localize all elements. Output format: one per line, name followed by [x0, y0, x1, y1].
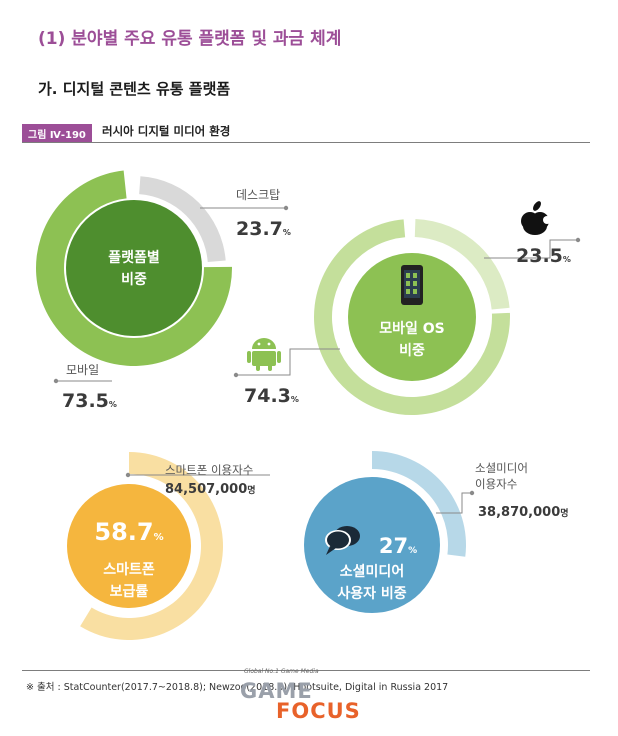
desktop-value: 23.7%: [236, 218, 291, 240]
smartphone-app: [413, 289, 417, 294]
smartphone-app: [413, 273, 417, 278]
figure-divider: [22, 142, 590, 143]
social-leader-dot: [469, 490, 475, 496]
android-body: [252, 351, 276, 366]
android-value: 74.3%: [244, 385, 299, 407]
android-icon: [247, 338, 281, 371]
logo-game: GAME: [240, 679, 313, 703]
desktop-leader-dot: [283, 205, 289, 211]
chat-bubble-front: [327, 531, 349, 549]
smartphone-annotation-value: 84,507,000명: [165, 482, 256, 497]
social-annotation-label-1: 소셜미디어: [475, 461, 528, 475]
desktop-value-unit: %: [283, 228, 291, 237]
section-title: (1) 분야별 주요 유통 플랫폼 및 과금 체계: [38, 29, 342, 49]
smartphone-ring: [80, 452, 223, 640]
ios-leader-dot: [575, 237, 581, 243]
os-center-title-2: 비중: [399, 343, 425, 359]
social-ring: [372, 451, 467, 557]
mobile-label: 모바일: [66, 363, 99, 377]
social-title-2: 사용자 비중: [337, 586, 406, 602]
android-leader-dot: [233, 372, 239, 378]
smartphone-annotation-label: 스마트폰 이용자수: [165, 463, 253, 477]
sub-title: 가. 디지털 콘텐츠 유통 플랫폼: [38, 80, 231, 98]
smartphone-value: 58.7%: [94, 518, 163, 546]
smartphone-annotation-unit: 명: [247, 484, 255, 496]
apple-body-bottom: [523, 217, 547, 235]
smartphone-app: [406, 289, 410, 294]
social-annotation-unit: 명: [560, 507, 568, 519]
social-annotation-value: 38,870,000명: [478, 505, 569, 520]
mobile-leader-dot: [53, 378, 59, 384]
android-value-unit: %: [291, 395, 299, 404]
smartphone-title-2: 보급률: [110, 583, 149, 600]
smartphone-center: [67, 484, 191, 608]
desktop-slice: [139, 176, 226, 262]
chat-bubble-tail: [326, 546, 336, 555]
smartphone-app: [406, 281, 410, 286]
smartphone-value-unit: %: [154, 532, 164, 543]
mobile-value-unit: %: [109, 400, 117, 409]
footer-divider: [22, 670, 590, 671]
platform-center-title-1: 플랫폼별: [108, 249, 160, 266]
os-center: [348, 253, 476, 381]
social-center: [304, 477, 440, 613]
apple-bite: [543, 216, 551, 224]
smartphone-icon: [401, 265, 423, 305]
ios-leader: [484, 239, 578, 259]
android-arm-right: [277, 351, 281, 363]
logo-focus: FOCUS: [276, 699, 361, 723]
social-leader: [436, 492, 472, 514]
android-leader: [236, 348, 340, 376]
mobile-value: 73.5%: [62, 390, 117, 412]
chat-bubbles-icon: [325, 526, 360, 555]
os-center-title-1: 모바일 OS: [379, 321, 445, 337]
platform-center-title-2: 비중: [121, 272, 147, 288]
smartphone-app: [413, 281, 417, 286]
smartphone-app: [406, 273, 410, 278]
ios-value: 23.5%: [516, 245, 571, 267]
smartphone-leader-dot: [125, 472, 131, 478]
android-leg-left: [256, 364, 260, 371]
android-eye-left: [257, 342, 261, 346]
desktop-label: 데스크탑: [236, 188, 280, 202]
android-eye-right: [267, 342, 271, 346]
social-annotation-label-2: 이용자수: [475, 477, 517, 491]
logo-tagline: Global No.1 Game Media: [244, 668, 319, 675]
social-value-unit: %: [408, 546, 417, 556]
apple-icon: [521, 201, 551, 235]
figure-title: 러시아 디지털 미디어 환경: [102, 124, 231, 138]
apple-leaf: [533, 201, 541, 211]
platform-center: [66, 200, 202, 336]
android-head: [252, 338, 276, 349]
smartphone-title-1: 스마트폰: [103, 562, 155, 578]
ios-slice: [414, 219, 510, 310]
android-leg-right: [268, 364, 272, 371]
social-title-1: 소셜미디어: [340, 563, 404, 580]
source-note: ※ 출처 : StatCounter(2017.7~2018.8); Newzo…: [26, 682, 449, 693]
ios-value-unit: %: [563, 255, 571, 264]
figure-tag: 그림 Ⅳ-190: [22, 124, 92, 143]
android-arm-left: [247, 351, 251, 363]
